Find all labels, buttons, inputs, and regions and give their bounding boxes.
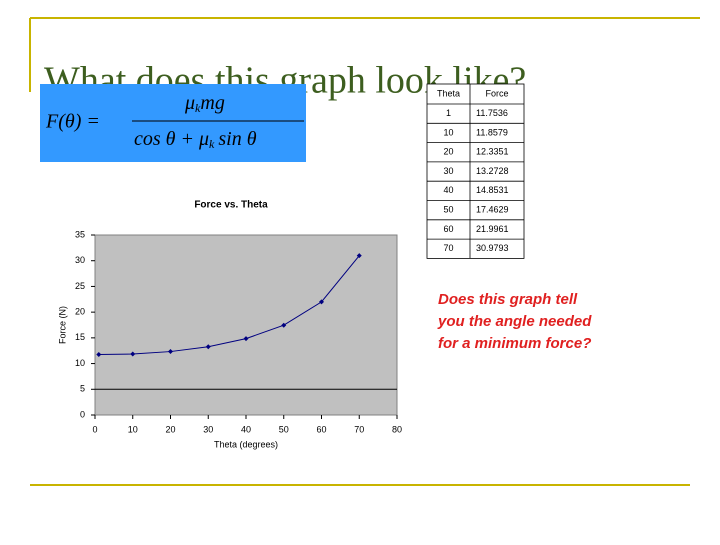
symbol: sin θ bbox=[218, 128, 256, 150]
y-tick-label: 0 bbox=[80, 409, 85, 419]
y-tick-label: 20 bbox=[75, 307, 85, 317]
table-cell: 60 bbox=[443, 224, 453, 234]
y-tick-label: 25 bbox=[75, 281, 85, 291]
table-cell: 40 bbox=[443, 185, 453, 195]
table-header: Theta bbox=[437, 88, 460, 98]
data-point bbox=[205, 344, 211, 350]
table-cell: 30 bbox=[443, 166, 453, 176]
data-point bbox=[319, 299, 324, 305]
formula-lhs: F(θ) = bbox=[45, 111, 100, 133]
table-cell: 13.2728 bbox=[476, 166, 509, 176]
table-cell: 1 bbox=[446, 108, 451, 118]
x-axis-label: Theta (degrees) bbox=[214, 439, 278, 449]
formula-box bbox=[40, 84, 306, 162]
x-tick-label: 80 bbox=[392, 424, 402, 434]
y-tick-label: 15 bbox=[75, 332, 85, 342]
table-cell: 70 bbox=[443, 243, 453, 253]
y-tick-label: 30 bbox=[75, 255, 85, 265]
x-tick-label: 50 bbox=[279, 424, 289, 434]
data-point bbox=[168, 349, 173, 355]
x-tick-label: 40 bbox=[241, 424, 251, 434]
data-point bbox=[96, 352, 102, 358]
x-tick-label: 60 bbox=[316, 424, 326, 434]
formula-denominator: cos θ + μk sin θ bbox=[134, 128, 257, 151]
data-table: Theta Force 1 11.7536 10 11.8579 20 12.3351 30 13… bbox=[426, 83, 525, 259]
table-cell: 14.8531 bbox=[476, 185, 509, 195]
subscript: k bbox=[195, 101, 201, 115]
plot-area bbox=[94, 234, 398, 416]
x-tick-label: 0 bbox=[92, 424, 97, 434]
chart-title: Force vs. Theta bbox=[194, 200, 268, 211]
symbol: mg bbox=[200, 92, 224, 114]
formula: F(θ) = μkmg cos θ + μk sin θ bbox=[45, 92, 304, 151]
symbol: cos θ + μ bbox=[134, 128, 209, 150]
chart: Force vs. Theta 0 5 10 15 20 25 30 35 0 10 20 30 40 50… bbox=[57, 200, 402, 450]
formula-numerator: μkmg bbox=[184, 92, 225, 115]
data-point bbox=[356, 253, 362, 259]
data-point bbox=[281, 322, 287, 328]
y-tick-label: 5 bbox=[80, 384, 85, 394]
note-line: you the angle needed bbox=[437, 313, 592, 330]
x-tick-label: 30 bbox=[203, 424, 213, 434]
table-cell: 17.4629 bbox=[476, 205, 509, 215]
table-cell: 50 bbox=[443, 205, 453, 215]
table-cell: 11.7536 bbox=[476, 108, 508, 118]
y-tick-label: 10 bbox=[75, 358, 85, 368]
x-tick-label: 20 bbox=[165, 424, 175, 434]
series-line bbox=[98, 255, 360, 356]
table-cell: 11.8579 bbox=[476, 127, 508, 137]
table-cell: 12.3351 bbox=[476, 147, 509, 157]
table-cell: 10 bbox=[443, 127, 453, 137]
subscript: k bbox=[209, 137, 215, 151]
note-line: Does this graph tell bbox=[438, 291, 578, 308]
table-cell: 21.9961 bbox=[476, 224, 509, 234]
data-point bbox=[243, 336, 249, 342]
data-point bbox=[130, 351, 136, 357]
x-tick-label: 70 bbox=[354, 424, 364, 434]
symbol: μ bbox=[184, 92, 195, 114]
note: Does this graph tell you the angle neede… bbox=[437, 291, 592, 352]
note-line: for a minimum force? bbox=[438, 335, 591, 352]
table-border bbox=[426, 83, 525, 259]
x-tick-label: 10 bbox=[128, 424, 138, 434]
y-axis-label: Force (N) bbox=[57, 306, 67, 344]
table-cell: 30.9793 bbox=[476, 243, 509, 253]
y-tick-label: 35 bbox=[75, 229, 85, 239]
table-cell: 20 bbox=[443, 147, 453, 157]
table-header: Force bbox=[485, 88, 508, 98]
